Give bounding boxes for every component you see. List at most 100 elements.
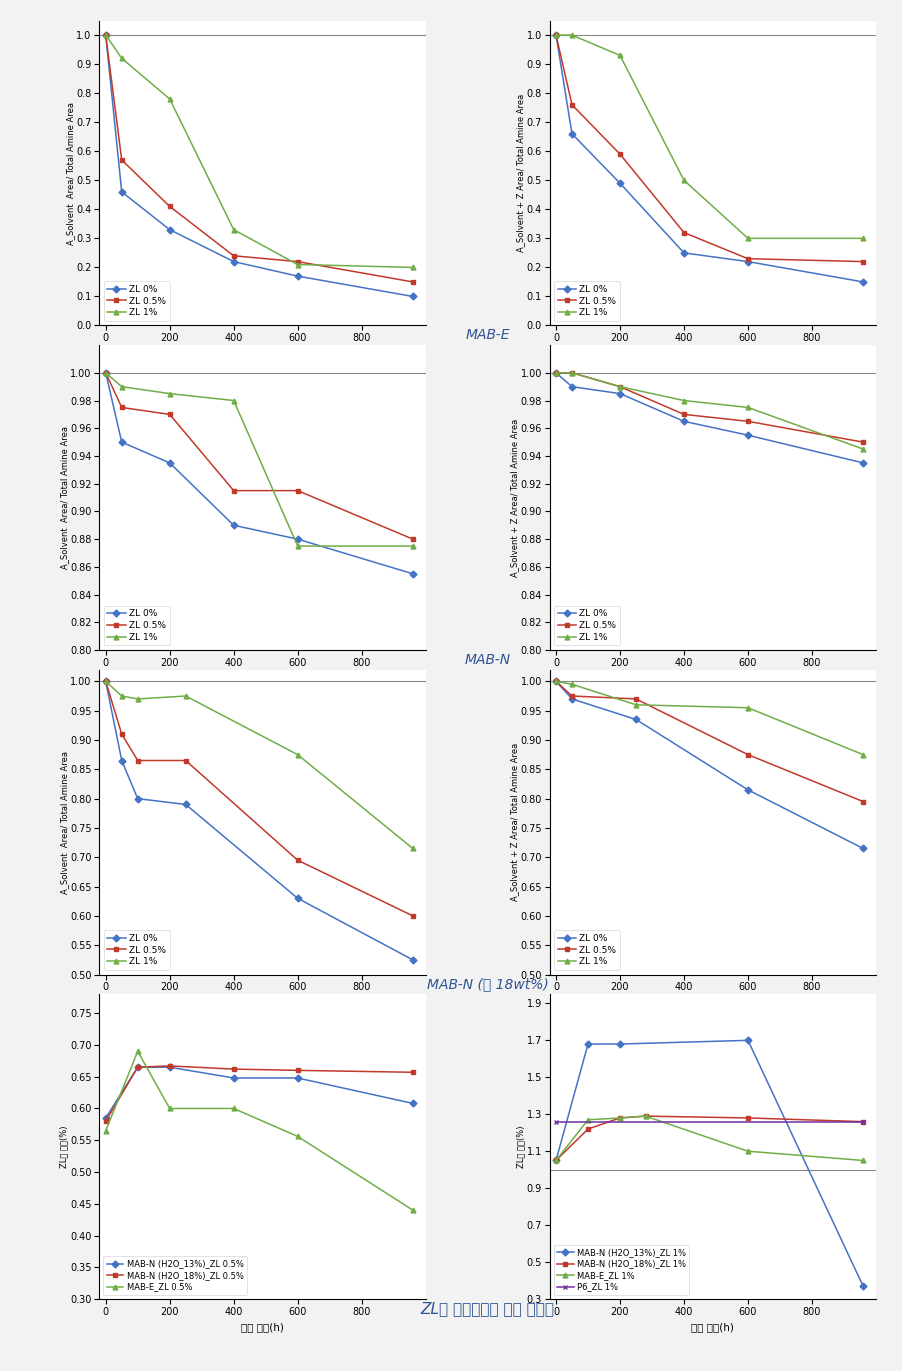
Line: ZL 0.5%: ZL 0.5% bbox=[553, 370, 865, 444]
ZL 1% bbox=[857, 230, 868, 247]
ZL 0% bbox=[133, 791, 143, 808]
ZL 0% bbox=[100, 673, 111, 690]
MAB-N (H2O_13%)_ZL 1% bbox=[741, 1032, 752, 1049]
Y-axis label: A_Solvent + Z Area/ Total Amine Area: A_Solvent + Z Area/ Total Amine Area bbox=[510, 743, 519, 901]
MAB-N (H2O_13%)_ZL 1% bbox=[614, 1036, 625, 1053]
MAB-E_ZL 1% bbox=[614, 1109, 625, 1126]
ZL 0% bbox=[550, 673, 561, 690]
MAB-N (H2O_18%)_ZL 1% bbox=[741, 1109, 752, 1126]
ZL 0% bbox=[116, 184, 127, 200]
ZL 0% bbox=[857, 274, 868, 291]
ZL 0% bbox=[100, 27, 111, 44]
ZL 0.5% bbox=[407, 908, 418, 924]
MAB-N (H2O_18%)_ZL 1% bbox=[857, 1113, 868, 1130]
ZL 0.5% bbox=[100, 673, 111, 690]
ZL 0.5% bbox=[407, 274, 418, 291]
MAB-E_ZL 0.5% bbox=[133, 1043, 143, 1060]
ZL 1% bbox=[857, 746, 868, 762]
ZL 0.5% bbox=[292, 483, 303, 499]
ZL 0% bbox=[164, 455, 175, 472]
ZL 0% bbox=[614, 385, 625, 402]
ZL 0% bbox=[116, 753, 127, 769]
Line: MAB-N (H2O_13%)_ZL 1%: MAB-N (H2O_13%)_ZL 1% bbox=[553, 1038, 865, 1289]
X-axis label: 경과시간 (hr): 경과시간 (hr) bbox=[239, 998, 286, 1008]
ZL 0.5% bbox=[614, 378, 625, 395]
Line: MAB-E_ZL 1%: MAB-E_ZL 1% bbox=[553, 1113, 865, 1163]
Y-axis label: ZL의 농도(%): ZL의 농도(%) bbox=[60, 1126, 69, 1168]
Text: ZL의 경과시간에 따른 변화량: ZL의 경과시간에 따른 변화량 bbox=[420, 1301, 554, 1316]
ZL 0.5% bbox=[677, 225, 688, 241]
MAB-N (H2O_18%)_ZL 1% bbox=[614, 1109, 625, 1126]
ZL 1% bbox=[550, 365, 561, 381]
ZL 0.5% bbox=[630, 691, 640, 707]
ZL 1% bbox=[407, 537, 418, 554]
MAB-N (H2O_18%)_ZL 0.5% bbox=[133, 1058, 143, 1075]
ZL 0.5% bbox=[228, 483, 239, 499]
Legend: ZL 0%, ZL 0.5%, ZL 1%: ZL 0%, ZL 0.5%, ZL 1% bbox=[104, 931, 170, 971]
ZL 1% bbox=[677, 392, 688, 409]
ZL 0.5% bbox=[614, 145, 625, 162]
ZL 0.5% bbox=[550, 673, 561, 690]
MAB-N (H2O_13%)_ZL 1% bbox=[550, 1152, 561, 1168]
Line: ZL 0.5%: ZL 0.5% bbox=[103, 33, 415, 284]
ZL 0% bbox=[566, 378, 576, 395]
ZL 0.5% bbox=[857, 794, 868, 810]
MAB-N (H2O_18%)_ZL 0.5% bbox=[292, 1063, 303, 1079]
Line: ZL 0%: ZL 0% bbox=[553, 33, 865, 284]
Line: ZL 1%: ZL 1% bbox=[103, 679, 415, 851]
X-axis label: 경과시간 (hr): 경과시간 (hr) bbox=[239, 673, 286, 683]
Legend: ZL 0%, ZL 0.5%, ZL 1%: ZL 0%, ZL 0.5%, ZL 1% bbox=[554, 931, 620, 971]
Line: ZL 1%: ZL 1% bbox=[103, 33, 415, 270]
ZL 0.5% bbox=[741, 746, 752, 762]
ZL 1% bbox=[292, 746, 303, 762]
ZL 0% bbox=[292, 267, 303, 284]
MAB-N (H2O_13%)_ZL 0.5% bbox=[133, 1058, 143, 1075]
MAB-N (H2O_18%)_ZL 1% bbox=[640, 1108, 650, 1124]
MAB-N (H2O_18%)_ZL 0.5% bbox=[407, 1064, 418, 1080]
MAB-N (H2O_13%)_ZL 1% bbox=[582, 1036, 593, 1053]
Line: ZL 0%: ZL 0% bbox=[103, 33, 415, 299]
Line: ZL 1%: ZL 1% bbox=[103, 370, 415, 548]
Line: MAB-N (H2O_18%)_ZL 0.5%: MAB-N (H2O_18%)_ZL 0.5% bbox=[103, 1064, 415, 1124]
Legend: ZL 0%, ZL 0.5%, ZL 1%: ZL 0%, ZL 0.5%, ZL 1% bbox=[104, 606, 170, 646]
MAB-N (H2O_18%)_ZL 0.5% bbox=[164, 1057, 175, 1073]
ZL 1% bbox=[164, 385, 175, 402]
MAB-N (H2O_18%)_ZL 0.5% bbox=[228, 1061, 239, 1078]
ZL 0.5% bbox=[566, 365, 576, 381]
MAB-E_ZL 1% bbox=[640, 1108, 650, 1124]
ZL 1% bbox=[116, 378, 127, 395]
ZL 0.5% bbox=[133, 753, 143, 769]
MAB-E_ZL 0.5% bbox=[292, 1128, 303, 1145]
ZL 1% bbox=[630, 696, 640, 713]
MAB-E_ZL 1% bbox=[582, 1112, 593, 1128]
Text: MAB-N (물 18wt%): MAB-N (물 18wt%) bbox=[427, 978, 548, 991]
ZL 0% bbox=[116, 433, 127, 450]
ZL 0% bbox=[857, 455, 868, 472]
MAB-N (H2O_13%)_ZL 0.5% bbox=[164, 1058, 175, 1075]
ZL 1% bbox=[550, 27, 561, 44]
ZL 0.5% bbox=[741, 413, 752, 429]
ZL 0.5% bbox=[550, 365, 561, 381]
ZL 0% bbox=[677, 413, 688, 429]
ZL 1% bbox=[741, 399, 752, 415]
MAB-E_ZL 0.5% bbox=[228, 1101, 239, 1117]
ZL 0.5% bbox=[164, 406, 175, 422]
X-axis label: 경과 시간(h): 경과 시간(h) bbox=[691, 1322, 733, 1333]
X-axis label: 경과 시간(h): 경과 시간(h) bbox=[241, 1322, 283, 1333]
Y-axis label: ZL의 농도(%): ZL의 농도(%) bbox=[516, 1126, 525, 1168]
ZL 0.5% bbox=[550, 27, 561, 44]
ZL 0.5% bbox=[100, 365, 111, 381]
Y-axis label: A_Solvent  Area/ Total Amine Area: A_Solvent Area/ Total Amine Area bbox=[60, 750, 69, 894]
Legend: MAB-N (H2O_13%)_ZL 1%, MAB-N (H2O_18%)_ZL 1%, MAB-E_ZL 1%, P6_ZL 1%: MAB-N (H2O_13%)_ZL 1%, MAB-N (H2O_18%)_Z… bbox=[553, 1245, 689, 1294]
ZL 1% bbox=[133, 691, 143, 707]
X-axis label: 경과시간 (hr): 경과시간 (hr) bbox=[688, 998, 735, 1008]
ZL 0% bbox=[677, 244, 688, 260]
ZL 1% bbox=[614, 378, 625, 395]
ZL 0.5% bbox=[677, 406, 688, 422]
ZL 0% bbox=[550, 365, 561, 381]
ZL 0% bbox=[407, 566, 418, 583]
X-axis label: 경과시간 (hr): 경과시간 (hr) bbox=[239, 348, 286, 359]
MAB-E_ZL 1% bbox=[741, 1143, 752, 1160]
ZL 1% bbox=[116, 51, 127, 67]
ZL 0% bbox=[614, 175, 625, 192]
